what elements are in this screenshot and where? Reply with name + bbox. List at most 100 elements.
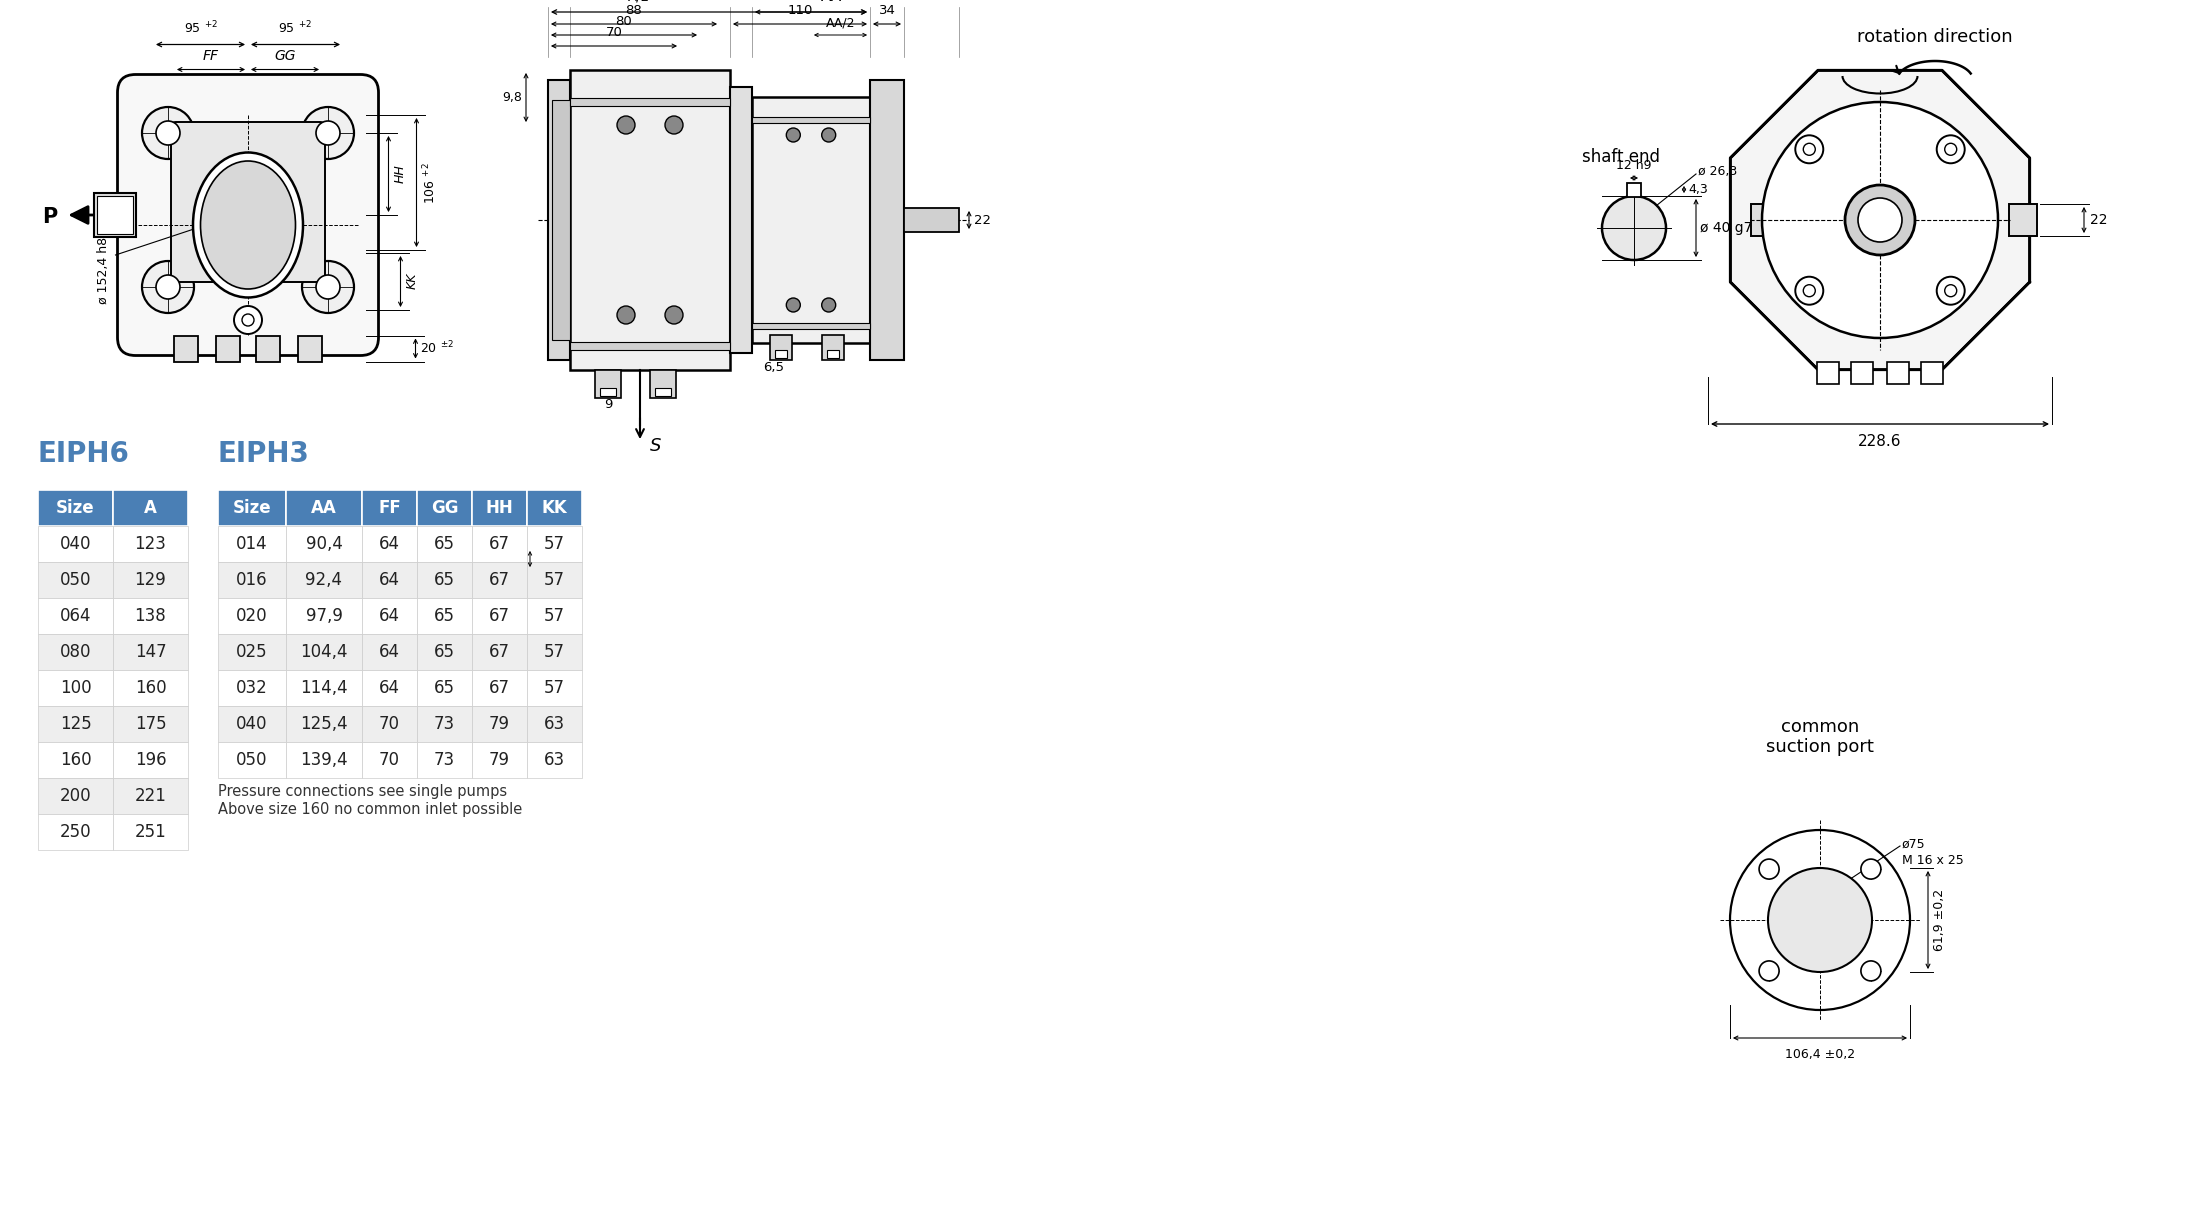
Bar xyxy=(571,341,730,350)
Text: Pressure connections see single pumps: Pressure connections see single pumps xyxy=(218,785,507,799)
Circle shape xyxy=(302,261,355,313)
Circle shape xyxy=(1858,198,1902,242)
Text: EIPH3: EIPH3 xyxy=(218,439,311,468)
Text: 65: 65 xyxy=(434,572,454,589)
Text: 65: 65 xyxy=(434,643,454,661)
Bar xyxy=(527,562,582,599)
Circle shape xyxy=(787,297,800,312)
Bar xyxy=(218,490,287,526)
Bar xyxy=(472,634,527,670)
Bar xyxy=(769,335,791,360)
Text: 123: 123 xyxy=(134,535,168,553)
Text: 65: 65 xyxy=(434,535,454,553)
Bar xyxy=(112,490,187,526)
Text: 9,8: 9,8 xyxy=(503,91,522,104)
Bar xyxy=(472,526,527,562)
Text: 160: 160 xyxy=(134,679,165,696)
Text: 64: 64 xyxy=(379,643,399,661)
Bar xyxy=(287,526,361,562)
Bar xyxy=(112,814,187,849)
Text: 90,4: 90,4 xyxy=(306,535,342,553)
Text: 57: 57 xyxy=(544,607,564,625)
Text: 040: 040 xyxy=(60,535,90,553)
Text: 61,9 ±0,2: 61,9 ±0,2 xyxy=(1933,889,1946,951)
Bar xyxy=(551,100,571,340)
Circle shape xyxy=(315,275,339,299)
Bar xyxy=(752,118,871,122)
Text: 57: 57 xyxy=(544,679,564,696)
Text: 67: 67 xyxy=(489,679,509,696)
Bar xyxy=(287,670,361,706)
Ellipse shape xyxy=(194,153,302,297)
Text: 080: 080 xyxy=(60,643,90,661)
Bar xyxy=(37,778,112,814)
Text: 032: 032 xyxy=(236,679,269,696)
Bar xyxy=(112,599,187,634)
Circle shape xyxy=(1845,185,1915,255)
Bar xyxy=(472,706,527,742)
Bar xyxy=(655,388,670,397)
Text: 70: 70 xyxy=(606,26,622,39)
Bar xyxy=(1922,362,1944,384)
Bar xyxy=(417,742,472,778)
Bar xyxy=(595,370,622,398)
Bar xyxy=(216,335,240,361)
Text: HH: HH xyxy=(485,499,514,517)
Circle shape xyxy=(1803,143,1816,155)
Circle shape xyxy=(787,129,800,142)
Text: A/2: A/2 xyxy=(628,0,650,4)
Bar xyxy=(287,634,361,670)
Bar xyxy=(112,562,187,599)
Bar xyxy=(298,335,322,361)
Text: 64: 64 xyxy=(379,535,399,553)
Bar xyxy=(361,526,417,562)
Circle shape xyxy=(1937,136,1964,163)
Text: 95 $^{+2}$: 95 $^{+2}$ xyxy=(278,20,313,37)
Text: 125,4: 125,4 xyxy=(300,715,348,733)
Text: AA: AA xyxy=(311,499,337,517)
Bar xyxy=(112,634,187,670)
Text: 196: 196 xyxy=(134,752,165,769)
Text: GG: GG xyxy=(430,499,458,517)
Bar xyxy=(112,706,187,742)
Text: common: common xyxy=(1781,718,1860,736)
Circle shape xyxy=(1860,961,1880,980)
Bar xyxy=(218,742,287,778)
Bar xyxy=(361,599,417,634)
Bar xyxy=(37,562,112,599)
Text: 104,4: 104,4 xyxy=(300,643,348,661)
Text: 160: 160 xyxy=(60,752,90,769)
Bar xyxy=(527,634,582,670)
Bar xyxy=(417,599,472,634)
Text: 110: 110 xyxy=(787,4,813,17)
Bar xyxy=(361,634,417,670)
Text: 20 $^{±2}$: 20 $^{±2}$ xyxy=(419,340,454,357)
Text: EIPH6: EIPH6 xyxy=(37,439,130,468)
Text: 97,9: 97,9 xyxy=(306,607,342,625)
Text: 73: 73 xyxy=(434,752,454,769)
Bar xyxy=(417,670,472,706)
Text: 114,4: 114,4 xyxy=(300,679,348,696)
Bar xyxy=(287,742,361,778)
Text: 67: 67 xyxy=(489,572,509,589)
Text: 34: 34 xyxy=(879,4,895,17)
Circle shape xyxy=(617,116,635,133)
Bar xyxy=(472,742,527,778)
Text: 65: 65 xyxy=(434,679,454,696)
Text: 67: 67 xyxy=(489,607,509,625)
Bar xyxy=(37,814,112,849)
Circle shape xyxy=(1937,277,1964,305)
Bar xyxy=(287,706,361,742)
Bar xyxy=(1750,204,1779,236)
Circle shape xyxy=(1944,143,1957,155)
Circle shape xyxy=(666,306,683,324)
Bar xyxy=(417,706,472,742)
Bar xyxy=(256,335,280,361)
Bar xyxy=(287,490,361,526)
Text: AA/2: AA/2 xyxy=(826,16,855,29)
Circle shape xyxy=(156,121,181,144)
Bar xyxy=(287,562,361,599)
Text: 64: 64 xyxy=(379,679,399,696)
Text: 79: 79 xyxy=(489,715,509,733)
Text: 050: 050 xyxy=(236,752,267,769)
